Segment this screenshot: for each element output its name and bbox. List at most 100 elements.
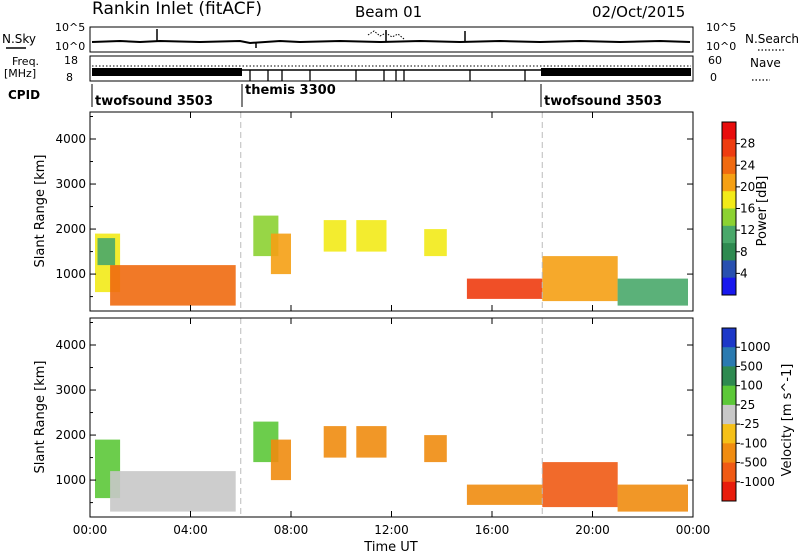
y-tick-label: 3000 [55, 177, 86, 191]
velocity-colorbar: 1000 500 100 25 -25 -100 -500 -1000 [721, 327, 775, 502]
colorbar-tick-label: 25 [740, 398, 755, 412]
y-tick-label: 1000 [55, 473, 86, 487]
x-tick-label: 08:00 [274, 523, 309, 537]
data-region-1 [110, 471, 236, 512]
colorbar-cell-4 [722, 191, 736, 209]
colorbar-cell-3 [722, 173, 736, 192]
data-region-9 [542, 256, 618, 302]
colorbar-cell-0 [722, 328, 736, 348]
colorbar-cell-4 [722, 404, 736, 425]
y-tick-label: 4000 [55, 338, 86, 352]
cpid-segment-1: twofsound 3503 [95, 94, 213, 109]
colorbar-cell-0 [722, 122, 736, 140]
nsky-tick-top: 10^5 [55, 21, 85, 34]
data-region-8 [466, 278, 543, 299]
colorbar-cell-1 [722, 139, 736, 158]
data-region-4 [270, 233, 291, 275]
x-tick-label: 04:00 [173, 523, 208, 537]
data-region-2 [97, 238, 116, 266]
beam-title: Beam 01 [355, 3, 422, 21]
colorbar-tick-label: 8 [740, 245, 748, 259]
colorbar-cell-5 [722, 424, 736, 444]
date-title: 02/Oct/2015 [592, 3, 685, 21]
velocity-x-axis: 00:00 04:00 08:00 12:00 16:00 20:00 00:00 [73, 318, 711, 537]
x-tick-label: 16:00 [475, 523, 510, 537]
data-region-5 [323, 220, 347, 252]
noise-panel: N.Sky 10^5 10^0 10^5 10^0 N.Search [2, 21, 799, 53]
freq-tick-bottom: 8 [66, 71, 73, 84]
colorbar-tick-label: 500 [740, 359, 763, 373]
nsky-trace [91, 39, 691, 45]
nsearch-trace [367, 30, 405, 40]
colorbar-cell-3 [722, 385, 736, 406]
colorbar-cell-2 [722, 366, 736, 387]
data-region-7 [466, 484, 543, 505]
cpid-segment-2: themis 3300 [245, 83, 336, 98]
colorbar-cell-8 [722, 481, 736, 502]
y-tick-label: 1000 [55, 267, 86, 281]
cpid-row: CPID twofsound 3503 themis 3300 twofsoun… [8, 83, 662, 109]
freq-ticks-mid [249, 70, 526, 81]
velocity-y-axis: 1000 2000 3000 4000 [55, 322, 693, 504]
x-tick-label: 12:00 [374, 523, 409, 537]
colorbar-cell-1 [722, 347, 736, 367]
colorbar-cell-5 [722, 208, 736, 227]
velocity-ylabel: Slant Range [km] [33, 361, 48, 474]
freq-label: Freq. [12, 55, 39, 68]
power-x-ticks [89, 112, 694, 311]
colorbar-tick-label: 12 [740, 223, 755, 237]
velocity-data-marks [95, 318, 688, 517]
power-colorbar: 4 8 12 16 20 24 28 [721, 121, 755, 296]
colorbar-tick-label: 4 [740, 266, 748, 280]
colorbar-tick-label: 28 [740, 137, 755, 151]
data-region-8 [542, 462, 618, 508]
nsearch-label: N.Search [745, 32, 799, 46]
colorbar-tick-label: 100 [740, 379, 763, 393]
colorbar-tick-label: -100 [740, 436, 767, 450]
data-region-5 [356, 426, 387, 458]
freq-band-a [92, 68, 242, 76]
nsky-tick-bottom: 10^0 [55, 40, 85, 53]
freq-panel: Freq. [MHz] 18 8 60 0 Nave [4, 54, 781, 84]
power-ylabel: Slant Range [km] [33, 155, 48, 268]
cpid-segment-3: twofsound 3503 [544, 94, 662, 109]
data-region-6 [424, 435, 447, 463]
colorbar-tick-label: 16 [740, 202, 755, 216]
x-tick-label: 20:00 [575, 523, 610, 537]
nsky-label: N.Sky [2, 32, 36, 46]
colorbar-cell-8 [722, 260, 736, 279]
velocity-colorbar-label: Velocity [m s^-1] [780, 364, 795, 477]
nsearch-tick-top: 10^5 [706, 21, 736, 34]
velocity-panel: 1000 2000 3000 4000 00:00 04:00 08:00 12:00 16:… [33, 317, 795, 554]
nave-label: Nave [750, 56, 781, 70]
data-region-9 [617, 484, 688, 512]
y-tick-label: 2000 [55, 428, 86, 442]
data-region-7 [424, 229, 447, 257]
colorbar-tick-label: 1000 [740, 340, 771, 354]
colorbar-cell-2 [722, 156, 736, 175]
colorbar-cell-6 [722, 225, 736, 244]
colorbar-tick-label: -25 [740, 417, 760, 431]
colorbar-cell-7 [722, 243, 736, 261]
y-tick-label: 2000 [55, 222, 86, 236]
data-region-4 [323, 426, 347, 458]
data-region-6 [356, 220, 387, 252]
power-colorbar-label: Power [dB] [755, 176, 770, 247]
data-region-1 [110, 265, 236, 306]
colorbar-cell-9 [722, 277, 736, 296]
cpid-label: CPID [8, 88, 40, 102]
freq-unit: [MHz] [4, 67, 36, 80]
data-region-3 [270, 439, 291, 481]
freq-panel-frame [89, 55, 694, 82]
colorbar-tick-label: 24 [740, 158, 755, 172]
station-title: Rankin Inlet (fitACF) [92, 0, 262, 19]
nsearch-tick-bottom: 10^0 [706, 40, 736, 53]
colorbar-frame [721, 327, 737, 502]
power-data-marks [95, 112, 688, 311]
nave-tick-top: 60 [708, 54, 722, 67]
colorbar-tick-label: 20 [740, 180, 755, 194]
freq-tick-top: 18 [64, 54, 78, 67]
nave-tick-bottom: 0 [710, 71, 717, 84]
x-tick-label: 00:00 [676, 523, 711, 537]
power-y-axis: 1000 2000 3000 4000 [55, 116, 693, 298]
